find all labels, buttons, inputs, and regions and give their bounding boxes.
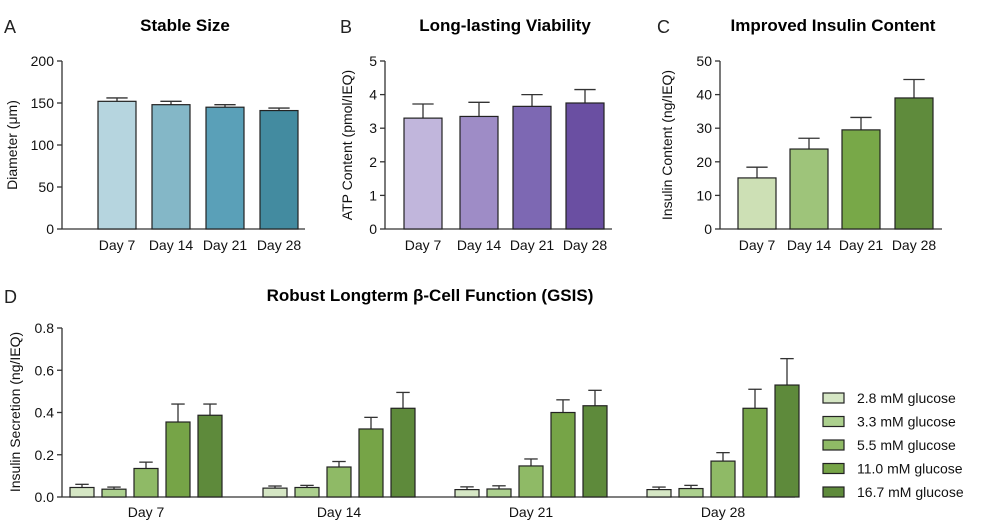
chart-1-ytick-label: 4 (369, 87, 377, 103)
chart-0-xtick-label: Day 21 (203, 237, 248, 253)
chart-1-ytick-label: 1 (369, 187, 377, 203)
chart-2-ytick-label: 20 (696, 154, 712, 170)
chart-3-xtick-label: Day 7 (128, 504, 165, 520)
chart-2-xtick-label: Day 14 (787, 237, 832, 253)
legend-swatch (822, 392, 845, 404)
chart-2-bar (737, 177, 777, 230)
legend-label: 5.5 mM glucose (857, 437, 956, 453)
chart-1-bar (565, 102, 605, 230)
chart-3-bar-11-0-mM-glucose (550, 411, 576, 498)
chart-2-ytick-label: 40 (696, 87, 712, 103)
chart-3-bar-2-8-mM-glucose (454, 489, 480, 498)
chart-2-ytick-label: 30 (696, 120, 712, 136)
chart-3-ytick-label: 0.2 (35, 447, 55, 463)
chart-0-xtick-label: Day 7 (99, 237, 136, 253)
chart-1-bar (459, 115, 499, 230)
chart-3-bar-3-3-mM-glucose (294, 486, 320, 498)
legend-swatch (822, 486, 845, 498)
chart-3-xtick-label: Day 21 (509, 504, 554, 520)
chart-1-xtick-label: Day 7 (405, 237, 442, 253)
chart-1-ytick-label: 2 (369, 154, 377, 170)
chart-3-bar-16-7-mM-glucose (774, 384, 800, 498)
legend-label: 16.7 mM glucose (857, 484, 964, 500)
chart-0-xtick-label: Day 14 (149, 237, 194, 253)
chart-3-bar-16-7-mM-glucose (390, 407, 416, 498)
chart-2-xtick-label: Day 7 (739, 237, 776, 253)
chart-3-bar-16-7-mM-glucose (197, 414, 223, 498)
chart-3-bar-16-7-mM-glucose (582, 405, 608, 498)
chart-1-ytick-label: 3 (369, 120, 377, 136)
chart-0-bar (259, 109, 299, 230)
chart-d-title: Robust Longterm β-Cell Function (GSIS) (267, 286, 594, 305)
chart-3-bar-5-5-mM-glucose (133, 467, 159, 498)
chart-2-bar (789, 148, 829, 230)
chart-c-ylabel: Insulin Content (ng/IEQ) (659, 70, 675, 220)
panel-label-a: A (4, 17, 16, 37)
chart-0-ytick-label: 0 (46, 221, 54, 237)
legend-label: 3.3 mM glucose (857, 414, 956, 430)
chart-1-ytick-label: 5 (369, 53, 377, 69)
chart-0-ytick-label: 150 (31, 95, 55, 111)
panel-label-b: B (340, 17, 352, 37)
chart-3-bar-2-8-mM-glucose (646, 489, 672, 498)
legend-label: 2.8 mM glucose (857, 390, 956, 406)
chart-2-ytick-label: 50 (696, 53, 712, 69)
chart-3-bar-11-0-mM-glucose (742, 407, 768, 498)
legend-label: 11.0 mM glucose (857, 461, 963, 477)
chart-0-ytick-label: 200 (31, 53, 55, 69)
chart-3-bar-5-5-mM-glucose (326, 466, 352, 498)
chart-b-ylabel: ATP Content (pmol/IEQ) (339, 70, 355, 220)
chart-c-title: Improved Insulin Content (731, 16, 936, 35)
chart-3-bar-3-3-mM-glucose (486, 488, 512, 498)
chart-3-ytick-label: 0.6 (35, 362, 55, 378)
chart-3-bar-2-8-mM-glucose (262, 487, 288, 498)
chart-3-bar-3-3-mM-glucose (678, 487, 704, 498)
legend-swatch (822, 415, 845, 428)
chart-a-title: Stable Size (140, 16, 230, 35)
panel-label-d: D (4, 287, 17, 307)
chart-3-bar-3-3-mM-glucose (101, 488, 127, 498)
chart-3-bar-5-5-mM-glucose (710, 460, 736, 498)
chart-a-ylabel: Diameter (μm) (4, 100, 20, 190)
chart-1-bar (403, 117, 443, 230)
chart-3-xtick-label: Day 14 (317, 504, 362, 520)
chart-1-xtick-label: Day 21 (510, 237, 555, 253)
chart-0-ytick-label: 100 (31, 137, 55, 153)
legend-swatch (822, 462, 845, 475)
chart-3-bar-5-5-mM-glucose (518, 465, 544, 498)
chart-0-ytick-label: 50 (38, 179, 54, 195)
chart-d-ylabel: Insulin Secretion (ng/IEQ) (7, 332, 23, 492)
chart-2-ytick-label: 0 (704, 221, 712, 237)
chart-2-xtick-label: Day 28 (892, 237, 937, 253)
chart-0-xtick-label: Day 28 (257, 237, 302, 253)
chart-2-bar (894, 97, 934, 230)
chart-3-bar-2-8-mM-glucose (69, 486, 95, 498)
legend-swatch (822, 439, 845, 451)
chart-3-ytick-label: 0.8 (35, 320, 55, 336)
chart-3-ytick-label: 0.0 (35, 489, 55, 505)
chart-2-xtick-label: Day 21 (839, 237, 884, 253)
chart-1-bar (512, 105, 552, 230)
chart-0-bar (97, 100, 137, 230)
chart-3-bar-11-0-mM-glucose (165, 421, 191, 498)
chart-1-xtick-label: Day 28 (563, 237, 608, 253)
chart-1-ytick-label: 0 (369, 221, 377, 237)
chart-2-bar (841, 129, 881, 230)
chart-3-xtick-label: Day 28 (701, 504, 746, 520)
chart-1-xtick-label: Day 14 (457, 237, 502, 253)
chart-b-title: Long-lasting Viability (419, 16, 591, 35)
chart-2-ytick-label: 10 (696, 187, 712, 203)
panel-label-c: C (657, 17, 670, 37)
chart-0-bar (151, 104, 191, 230)
chart-3-ytick-label: 0.4 (35, 405, 55, 421)
chart-3-bar-11-0-mM-glucose (358, 428, 384, 498)
chart-0-bar (205, 106, 245, 230)
